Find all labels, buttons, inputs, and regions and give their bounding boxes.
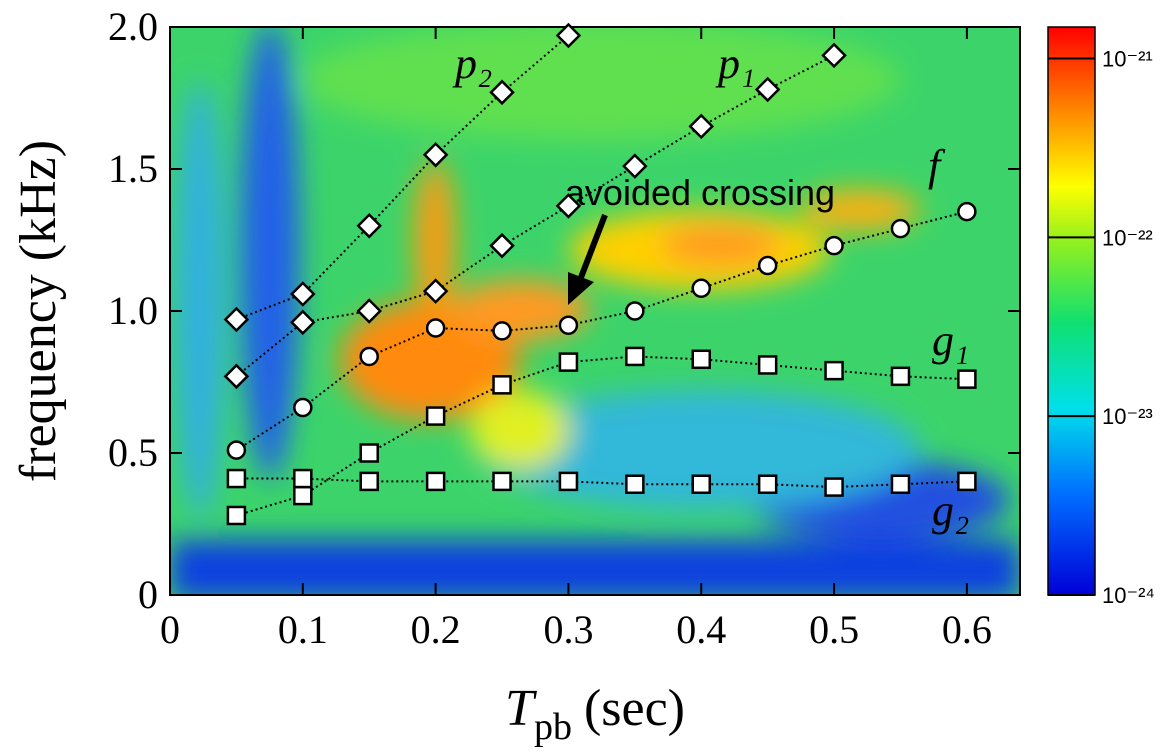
square-marker [425, 471, 446, 492]
circle-marker [359, 346, 379, 367]
diamond-marker [422, 278, 449, 304]
y-tick-label: 0 [138, 572, 158, 617]
square-marker [226, 505, 247, 526]
circle-marker [425, 318, 446, 338]
circle-marker [824, 235, 844, 256]
square-marker [359, 443, 379, 463]
square-marker [293, 485, 313, 506]
x-tick-label: 0.6 [942, 607, 992, 652]
diamond-marker [356, 213, 382, 239]
colorbar [1047, 26, 1096, 596]
circle-marker [293, 397, 313, 418]
series-line [235, 54, 835, 378]
diamond-marker [356, 298, 382, 324]
x-title-symbol: T [505, 680, 537, 737]
colorbar-tick-label: 10⁻²¹ [1102, 46, 1153, 71]
diamond-marker [223, 306, 250, 333]
diamond-marker [290, 309, 316, 336]
x-tick-label: 0.5 [809, 607, 859, 652]
series-label: p₂ [452, 39, 492, 88]
x-title-unit: (sec) [584, 680, 685, 737]
circle-marker [558, 315, 579, 335]
diamond-marker [422, 142, 449, 168]
y-axis-title: frequency (kHz) [10, 140, 67, 482]
square-marker [558, 352, 579, 372]
circle-marker [757, 255, 778, 276]
diamond-marker [555, 193, 582, 219]
square-marker [625, 474, 645, 494]
square-marker [625, 346, 645, 367]
circle-marker [691, 278, 711, 299]
y-tick-label: 1.0 [108, 288, 158, 333]
diamond-marker [555, 22, 582, 49]
y-tick-label: 0.5 [108, 430, 158, 475]
series-line [236, 477, 967, 489]
series-label: p₁ [715, 39, 755, 88]
square-marker [757, 355, 778, 375]
diamond-marker [754, 76, 781, 103]
square-marker [824, 477, 844, 497]
square-marker [890, 366, 911, 387]
circle-marker [492, 321, 512, 341]
x-tick-label: 0.3 [543, 607, 593, 652]
series-label: g₁ [932, 316, 969, 365]
square-marker [492, 471, 512, 492]
y-tick-label: 1.5 [108, 146, 158, 191]
x-tick-label: 0.1 [278, 607, 328, 652]
x-title-subscript: pb [534, 706, 572, 748]
square-marker [890, 474, 911, 494]
series-line [236, 355, 967, 517]
colorbar-tick-label: 10⁻²² [1102, 225, 1153, 250]
square-marker [757, 474, 778, 494]
diamond-marker [489, 232, 515, 259]
colorbar-tick-label: 10⁻²³ [1102, 404, 1153, 429]
annotation: avoided crossing [565, 172, 835, 213]
diamond-marker [821, 42, 847, 69]
colorbar-tick-label: 10⁻²⁴ [1102, 583, 1155, 608]
square-marker [359, 471, 379, 492]
diamond-marker [489, 79, 515, 106]
square-marker [226, 468, 247, 489]
series-label: g₂ [932, 486, 969, 535]
square-marker [957, 369, 977, 389]
square-marker [293, 468, 313, 489]
square-marker [691, 349, 711, 370]
spectrogram [170, 27, 1020, 595]
square-marker [957, 471, 977, 492]
circle-marker [625, 301, 645, 321]
square-marker [492, 375, 512, 395]
circle-marker [890, 218, 911, 239]
circle-marker [226, 440, 247, 460]
x-axis-title: Tpb (sec) [505, 680, 685, 748]
square-marker [558, 471, 579, 492]
diamond-marker [688, 113, 715, 140]
square-marker [691, 474, 711, 494]
diamond-marker [290, 281, 316, 307]
square-marker [425, 406, 446, 426]
x-tick-label: 0.4 [676, 607, 726, 652]
diamond-marker [622, 153, 648, 179]
square-marker [824, 360, 844, 381]
annotation-arrow [568, 213, 608, 305]
circle-marker [957, 201, 977, 222]
x-tick-label: 0 [160, 607, 180, 652]
series-line [235, 210, 968, 452]
y-tick-label: 2.0 [108, 4, 158, 49]
x-tick-label: 0.2 [411, 607, 461, 652]
diamond-marker [223, 363, 250, 390]
